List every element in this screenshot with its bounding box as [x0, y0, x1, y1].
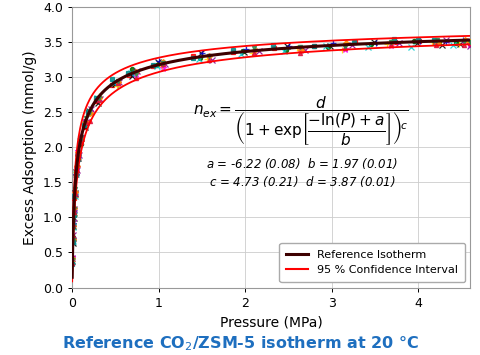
Text: Reference CO$_2$/ZSM-5 isotherm at 20 °C: Reference CO$_2$/ZSM-5 isotherm at 20 °C	[61, 334, 419, 353]
Text: $n_{ex} = \dfrac{d}{\left(1 + \exp\!\left[\dfrac{-\ln(P) + a}{b}\right]\right)^{: $n_{ex} = \dfrac{d}{\left(1 + \exp\!\lef…	[193, 94, 409, 148]
Text: $a$ = -6.22 (0.08)  $b$ = 1.97 (0.01)
$c$ = 4.73 (0.21)  $d$ = 3.87 (0.01): $a$ = -6.22 (0.08) $b$ = 1.97 (0.01) $c$…	[206, 156, 398, 189]
X-axis label: Pressure (MPa): Pressure (MPa)	[220, 315, 323, 329]
Legend: Reference Isotherm, 95 % Confidence Interval: Reference Isotherm, 95 % Confidence Inte…	[279, 243, 465, 282]
Y-axis label: Excess Adsorption (mmol/g): Excess Adsorption (mmol/g)	[24, 50, 37, 245]
